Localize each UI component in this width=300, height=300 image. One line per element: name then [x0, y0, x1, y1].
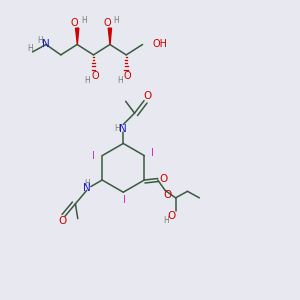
Text: O: O [71, 18, 79, 28]
Text: H: H [113, 16, 119, 25]
Text: O: O [164, 190, 172, 200]
Text: H: H [117, 76, 123, 85]
Polygon shape [108, 28, 112, 44]
Text: H: H [84, 76, 90, 85]
Text: H: H [114, 124, 120, 133]
Polygon shape [76, 28, 79, 44]
Text: N: N [42, 40, 50, 50]
Text: H: H [38, 36, 43, 45]
Text: H: H [81, 16, 87, 25]
Text: O: O [168, 211, 176, 221]
Text: I: I [151, 148, 154, 158]
Text: H: H [27, 44, 32, 53]
Text: N: N [83, 183, 91, 193]
Text: O: O [59, 216, 67, 226]
Text: H: H [163, 216, 169, 225]
Text: O: O [143, 91, 151, 101]
Text: O: O [104, 18, 111, 28]
Text: I: I [123, 195, 126, 205]
Text: H: H [84, 179, 90, 188]
Text: O: O [160, 173, 168, 184]
Text: O: O [91, 71, 99, 81]
Text: O: O [124, 71, 131, 81]
Text: OH: OH [153, 40, 168, 50]
Text: N: N [119, 124, 127, 134]
Text: I: I [92, 151, 95, 160]
